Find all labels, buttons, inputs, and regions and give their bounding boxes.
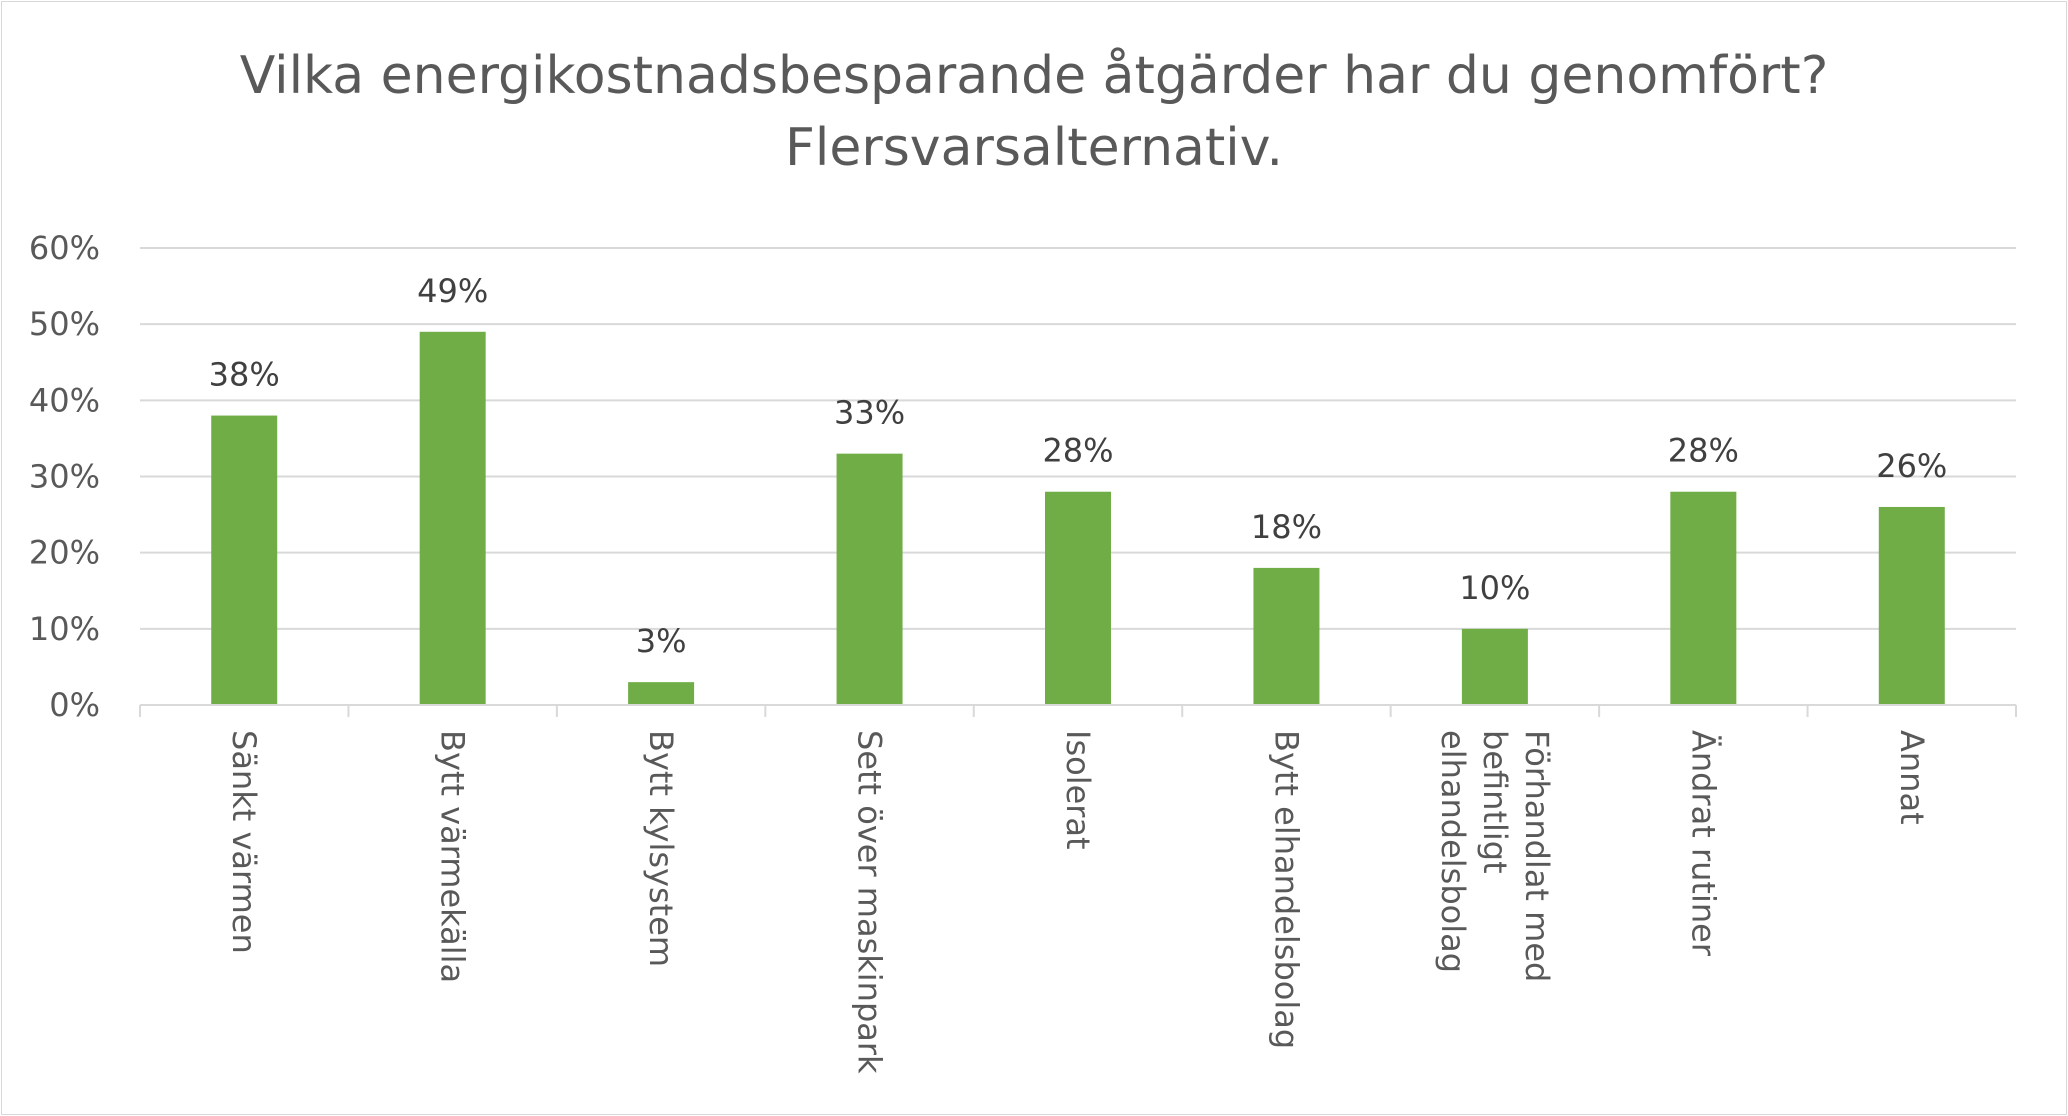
category-label-line: elhandelsbolag — [1434, 730, 1472, 973]
category-label: Ändrat rutiner — [1684, 730, 1722, 957]
category-label: Bytt värmekälla — [434, 730, 472, 983]
category-label: Isolerat — [1059, 730, 1097, 850]
category-labels: Sänkt värmen Bytt värmekälla Bytt kylsyste… — [225, 730, 1931, 1074]
chart-title-line-2: Flersvarsalternativ. — [784, 118, 1283, 178]
category-label-text: Bytt elhandelsbolag — [1267, 730, 1305, 1049]
data-label: 26% — [1876, 447, 1947, 485]
category-label: Sett över maskinpark — [851, 730, 889, 1074]
category-label-text: Bytt kylsystem — [642, 730, 680, 967]
category-label-line: Isolerat — [1059, 730, 1097, 850]
y-axis-tick-labels: 0% 10% 20% 30% 40% 50% 60% — [29, 229, 100, 724]
category-label: Bytt kylsystem — [642, 730, 680, 967]
category-label: Bytt elhandelsbolag — [1267, 730, 1305, 1049]
bar — [836, 453, 903, 705]
chart-title: Vilka energikostnadsbesparande åtgärder … — [0, 40, 2068, 184]
category-label-text: Sänkt värmen — [225, 730, 263, 954]
bar — [1045, 491, 1111, 705]
data-labels: 38% 49% 3% 33% 28% 18% 10% 28% 26% — [209, 272, 1948, 660]
data-label: 28% — [1668, 432, 1739, 470]
x-axis — [139, 704, 2017, 717]
category-label-text: Isolerat — [1059, 730, 1097, 850]
bar — [628, 682, 695, 705]
category-label-text: Förhandlat medbefintligtelhandelsbolag — [1434, 730, 1556, 982]
y-tick-label: 20% — [29, 534, 100, 572]
category-label-line: Sänkt värmen — [225, 730, 263, 954]
category-label-text: Sett över maskinpark — [851, 730, 889, 1074]
bar — [1253, 567, 1320, 705]
data-label: 38% — [209, 356, 280, 394]
y-tick-label: 30% — [29, 458, 100, 496]
y-tick-label: 0% — [49, 686, 100, 724]
category-label-line: befintligt — [1476, 730, 1514, 874]
category-label-line: Bytt elhandelsbolag — [1267, 730, 1305, 1049]
category-label-line: Förhandlat med — [1518, 730, 1556, 982]
data-label: 49% — [417, 272, 488, 310]
bar — [1878, 506, 1945, 705]
category-label: Sänkt värmen — [225, 730, 263, 954]
category-label-text: Annat — [1893, 730, 1931, 825]
data-label: 33% — [834, 394, 905, 432]
data-label: 10% — [1459, 569, 1530, 607]
data-label: 28% — [1042, 432, 1113, 470]
chart-title-line-1: Vilka energikostnadsbesparande åtgärder … — [239, 46, 1829, 106]
bars — [211, 331, 1945, 705]
y-tick-label: 10% — [29, 610, 100, 648]
category-label: Annat — [1893, 730, 1931, 825]
y-tick-label: 40% — [29, 381, 100, 419]
category-label-line: Bytt värmekälla — [434, 730, 472, 983]
category-label-line: Sett över maskinpark — [851, 730, 889, 1074]
y-tick-label: 60% — [29, 229, 100, 267]
bar — [1461, 628, 1528, 705]
category-label-text: Ändrat rutiner — [1684, 730, 1722, 957]
bar — [211, 415, 278, 705]
data-label: 18% — [1251, 508, 1322, 546]
category-label-line: Ändrat rutiner — [1684, 730, 1722, 957]
y-tick-label: 50% — [29, 305, 100, 343]
bar — [1670, 491, 1737, 705]
category-label-line: Bytt kylsystem — [642, 730, 680, 967]
category-label: Förhandlat medbefintligtelhandelsbolag — [1434, 730, 1556, 982]
category-label-line: Annat — [1893, 730, 1931, 825]
category-label-text: Bytt värmekälla — [434, 730, 472, 983]
bar — [419, 331, 486, 705]
data-label: 3% — [636, 622, 687, 660]
